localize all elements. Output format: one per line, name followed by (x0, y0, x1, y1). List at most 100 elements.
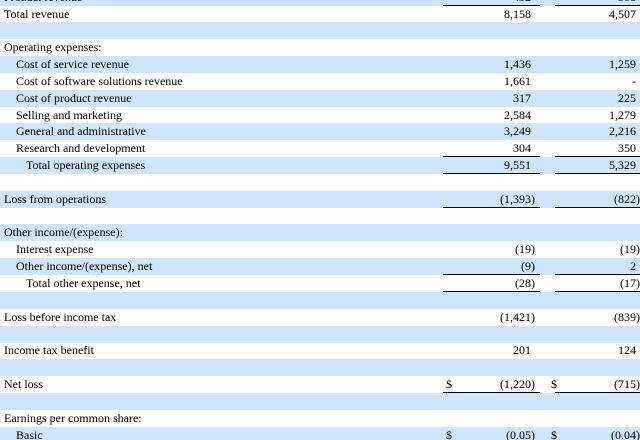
currency-sign: $ (551, 377, 557, 392)
underline (555, 4, 640, 6)
amount: 308 (618, 0, 636, 6)
row-label: Cost of software solutions revenue (16, 73, 183, 88)
table-row: Total revenue 8,158 4,507 (0, 6, 640, 23)
amount: 350 (618, 141, 636, 156)
underline (443, 290, 540, 292)
amount: (19) (620, 242, 640, 257)
table-row: Interest expense (19) (19) (0, 241, 640, 258)
currency-sign: $ (446, 377, 452, 392)
row-label: Interest expense (16, 242, 94, 257)
table-row: Basic $ $ (0.05) (0.04) (0, 426, 640, 440)
table-row: Total other expense, net (28) (17) (0, 275, 640, 292)
amount: (0.04) (611, 427, 640, 440)
table-row: Total operating expenses 9,551 5,329 (0, 157, 640, 175)
amount: 1,279 (609, 107, 636, 122)
amount: (19) (515, 242, 535, 257)
row-label: General and administrative (16, 124, 146, 139)
amount: 5,329 (609, 158, 636, 173)
amount: (28) (515, 275, 535, 290)
underline (443, 273, 540, 275)
row-label: Income tax benefit (4, 343, 94, 358)
amount: (9) (521, 259, 535, 274)
table-row: General and administrative 3,249 2,216 (0, 123, 640, 141)
amount: (1,393) (500, 191, 535, 206)
table-row: Cost of software solutions revenue 1,661 - (0, 73, 640, 90)
amount: 9,551 (504, 158, 531, 173)
underline (443, 4, 540, 6)
amount: 1,436 (504, 57, 531, 72)
amount: 225 (618, 90, 636, 105)
row-label: Total revenue (4, 6, 70, 21)
row-label: Loss before income tax (4, 309, 117, 324)
table-row: Loss before income tax (1,421) (839) (0, 309, 640, 326)
table-row (0, 392, 640, 410)
table-row: Selling and marketing 2,584 1,279 (0, 107, 640, 124)
amount: (17) (620, 275, 640, 290)
amount: (0.05) (506, 427, 535, 440)
amount: 124 (618, 343, 636, 358)
table-row: Other income/(expense): (0, 224, 640, 242)
table-row (0, 325, 640, 343)
row-label: Loss from operations (4, 191, 106, 206)
amount: (839) (614, 309, 640, 324)
table-row: Other income/(expense), net (9) 2 (0, 258, 640, 276)
row-label: Other income/(expense): (4, 225, 123, 240)
underline (555, 273, 640, 275)
amount: 8,158 (504, 6, 531, 21)
amount: 492 (513, 0, 531, 6)
amount: (1,421) (500, 309, 535, 324)
amount: - (632, 73, 636, 88)
row-label: Other income/(expense), net (16, 259, 153, 274)
amount: 2 (630, 259, 636, 274)
underline (555, 172, 640, 174)
table-row: Income tax benefit 201 124 (0, 342, 640, 359)
table-row: Cost of service revenue 1,436 1,259 (0, 56, 640, 74)
amount: 2,584 (504, 107, 531, 122)
amount: 4,507 (609, 6, 636, 21)
row-label: Selling and marketing (16, 107, 122, 122)
row-label: Product revenue (4, 0, 82, 6)
currency-sign: $ (446, 427, 452, 440)
table-row: Net loss $ $ (1,220) (715) (0, 376, 640, 393)
amount: (715) (614, 377, 640, 392)
row-label: Research and development (16, 141, 146, 156)
amount: 3,249 (504, 124, 531, 139)
underline (443, 391, 540, 393)
row-label: Basic (16, 427, 43, 440)
table-row (0, 174, 640, 191)
table-row: Operating expenses: (0, 39, 640, 56)
table-row: Loss from operations (1,393) (822) (0, 190, 640, 208)
row-label: Total other expense, net (26, 275, 141, 290)
amount: 2,216 (609, 124, 636, 139)
row-label: Cost of product revenue (16, 90, 132, 105)
row-label: Net loss (4, 377, 43, 392)
underline (555, 391, 640, 393)
table-row: Research and development 304 350 (0, 140, 640, 157)
row-label: Cost of service revenue (16, 57, 129, 72)
table-row: Cost of product revenue 317 225 (0, 89, 640, 107)
row-label: Total operating expenses (26, 158, 146, 173)
amount: 1,259 (609, 57, 636, 72)
row-label: Earnings per common share: (4, 410, 142, 425)
amount: (822) (614, 191, 640, 206)
table-row (0, 291, 640, 309)
currency-sign: $ (551, 427, 557, 440)
row-label: Operating expenses: (4, 40, 102, 55)
underline (555, 206, 640, 208)
table-row (0, 22, 640, 40)
underline (443, 206, 540, 208)
amount: (1,220) (500, 377, 535, 392)
underline (555, 156, 640, 158)
table-row (0, 208, 640, 225)
table-row: Product revenue 492 308 (0, 0, 640, 6)
amount: 317 (513, 90, 531, 105)
underline (443, 172, 540, 174)
amount: 201 (513, 343, 531, 358)
amount: 1,661 (504, 73, 531, 88)
amount: 304 (513, 141, 531, 156)
table-row: Earnings per common share: (0, 410, 640, 427)
underline (443, 156, 540, 158)
underline (555, 290, 640, 292)
table-row (0, 359, 640, 377)
